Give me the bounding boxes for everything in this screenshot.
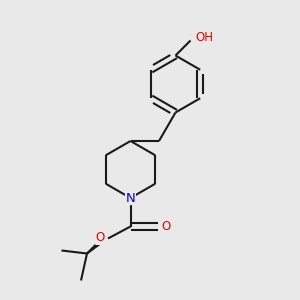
Text: O: O [162, 220, 171, 233]
Text: N: N [126, 191, 135, 205]
Text: OH: OH [196, 31, 214, 44]
Text: O: O [96, 231, 105, 244]
